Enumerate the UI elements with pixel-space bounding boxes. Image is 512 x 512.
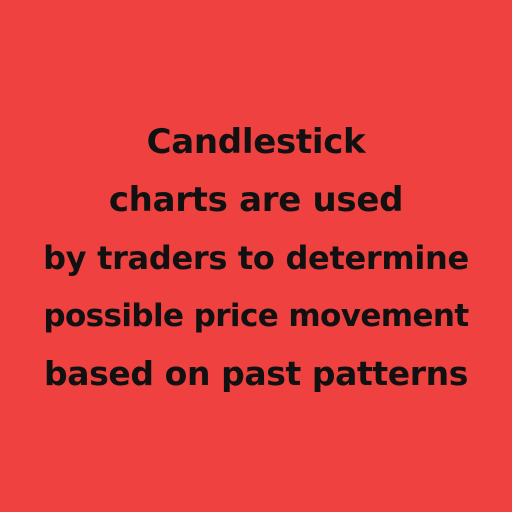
message-text: Candlestick charts are used by traders t… <box>0 113 512 403</box>
text-line-4: possible price movement <box>43 298 469 334</box>
text-line-5: based on past patterns <box>44 354 468 393</box>
text-line-3: by traders to determine <box>43 239 469 277</box>
text-line-1: Candlestick <box>146 122 366 162</box>
text-line-2: charts are used <box>108 180 404 220</box>
